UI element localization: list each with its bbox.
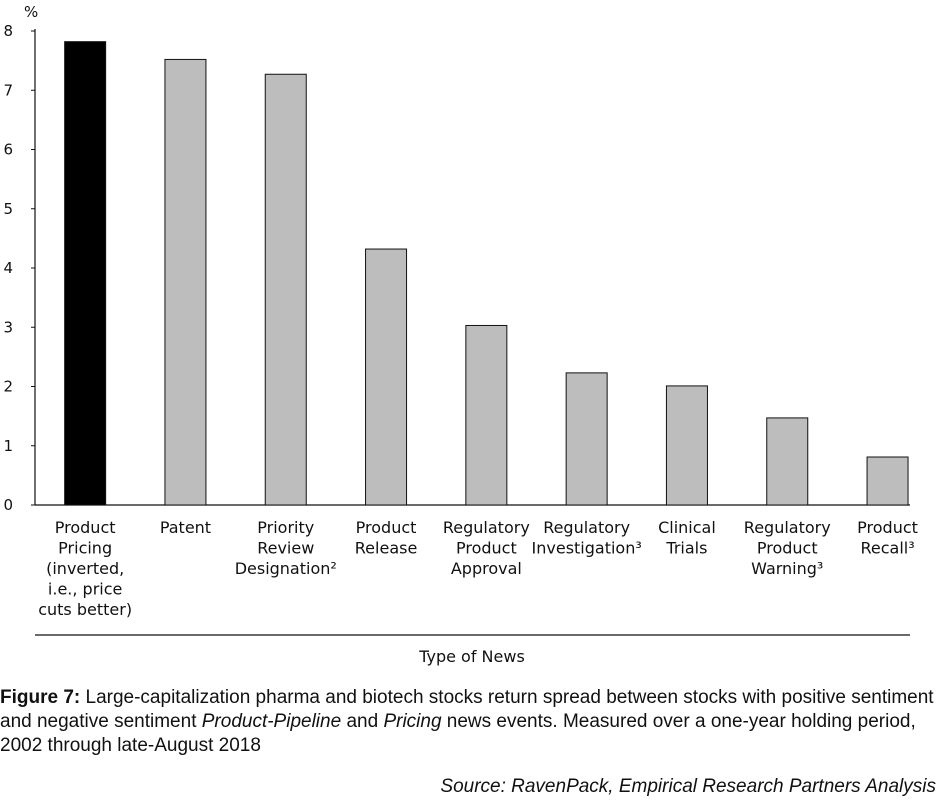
y-tick-label: 8: [3, 22, 13, 40]
x-category-label: Regulatory Product Approval: [443, 518, 530, 578]
y-tick-label: 0: [3, 496, 13, 514]
x-category-label: Patent: [160, 518, 211, 537]
source-note: Source: RavenPack, Empirical Research Pa…: [440, 776, 936, 797]
bar: [365, 248, 408, 506]
figure-label: Figure 7:: [0, 687, 81, 708]
caption-text-1: Large-capitalization pharma and biotech …: [0, 687, 934, 732]
x-category-label: Product Release: [355, 518, 418, 558]
bar: [465, 324, 508, 506]
x-category-label: Clinical Trials: [658, 518, 716, 558]
y-tick-label: 6: [3, 141, 13, 159]
category-labels: Product Pricing (inverted, i.e., price cuts …: [38, 518, 918, 619]
bar: [866, 456, 909, 506]
figure-caption: Figure 7: Large-capitalization pharma an…: [0, 686, 938, 758]
caption-italic-2: Pricing: [383, 711, 442, 732]
bar-chart: % 0 1 2 3 4 5 6 7 8 Product Pricing (inverted, i.e.…: [3, 3, 918, 666]
y-tick-label: 7: [3, 81, 13, 99]
y-axis-unit-label: %: [24, 3, 38, 21]
bar: [264, 73, 307, 506]
x-category-label: Regulatory Product Warning³: [744, 518, 831, 578]
x-category-label: Regulatory Investigation³: [532, 518, 642, 558]
y-tick-label: 1: [3, 437, 13, 455]
caption-text-3: news events. Measured over a one-year ho…: [0, 711, 916, 756]
caption-italic-1: Product-Pipeline: [201, 711, 342, 732]
bar: [766, 417, 809, 506]
bar: [665, 385, 708, 506]
x-category-label: Product Recall³: [857, 518, 918, 558]
bar: [164, 58, 207, 506]
caption-text-2: and: [341, 711, 384, 732]
x-category-label: Product Pricing (inverted, i.e., price cuts …: [38, 518, 132, 619]
y-tick-label: 3: [3, 318, 13, 336]
y-tick-label: 4: [3, 259, 13, 277]
y-tick-label: 2: [3, 378, 13, 396]
bars: [64, 41, 909, 506]
bar: [565, 372, 608, 506]
bar: [64, 41, 107, 506]
y-tick-label: 5: [3, 200, 13, 218]
x-axis-title: Type of News: [418, 647, 525, 666]
x-category-label: Priority Review Designation²: [235, 518, 337, 578]
